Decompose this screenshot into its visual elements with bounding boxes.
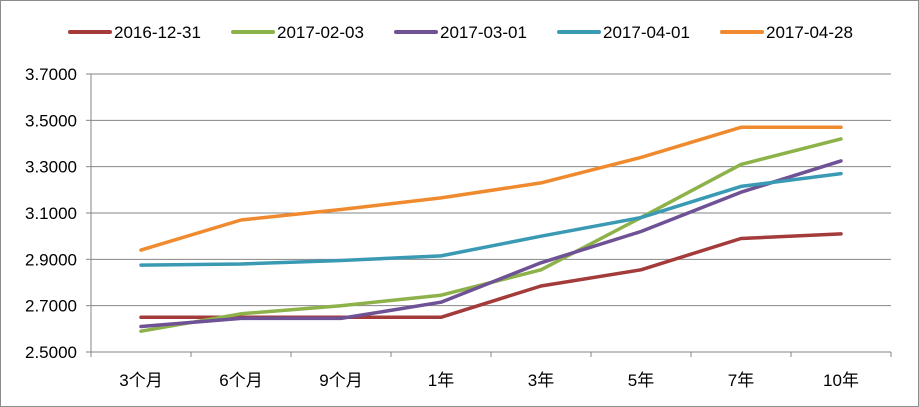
gridlines <box>91 73 891 307</box>
y-axis-tick-labels: 2.5000 2.7000 2.9000 3.1000 3.3000 3.5000 3.70… <box>25 65 77 362</box>
series-line <box>139 171 843 267</box>
data-point <box>539 234 543 238</box>
legend-label: 2017-04-01 <box>603 23 690 42</box>
data-point <box>339 208 343 212</box>
y-tick-label: 2.7000 <box>25 297 77 316</box>
data-point <box>539 181 543 185</box>
data-point <box>239 218 243 222</box>
data-point <box>439 315 443 319</box>
series-line <box>139 159 843 329</box>
x-tick-label: 9个月 <box>319 371 362 390</box>
series-line <box>139 125 843 252</box>
data-point <box>339 304 343 308</box>
data-point <box>139 248 143 252</box>
x-axis-tick-labels: 3个月 6个月 9个月 1年 3年 5年 7年 10年 <box>119 371 859 390</box>
data-point <box>439 196 443 200</box>
y-tick-label: 3.1000 <box>25 204 77 223</box>
data-point <box>839 125 843 129</box>
data-point <box>639 216 643 220</box>
series-lines <box>139 125 843 333</box>
data-point <box>839 137 843 141</box>
x-tick-label: 5年 <box>628 371 654 390</box>
data-point <box>339 316 343 320</box>
data-point <box>139 315 143 319</box>
y-tick-label: 3.5000 <box>25 111 77 130</box>
x-tick-label: 7年 <box>728 371 754 390</box>
data-point <box>139 325 143 329</box>
x-tick-label: 3个月 <box>119 371 162 390</box>
data-point <box>539 284 543 288</box>
legend-label: 2017-03-01 <box>440 23 527 42</box>
data-point <box>439 300 443 304</box>
data-point <box>639 268 643 272</box>
data-point <box>639 155 643 159</box>
data-point <box>439 293 443 297</box>
data-point <box>139 329 143 333</box>
y-tick-label: 2.9000 <box>25 250 77 269</box>
legend-label: 2017-04-28 <box>766 23 853 42</box>
x-tick-label: 10年 <box>823 371 859 390</box>
data-point <box>839 232 843 236</box>
data-point <box>839 159 843 163</box>
data-point <box>739 236 743 240</box>
data-point <box>839 172 843 176</box>
data-point <box>239 312 243 316</box>
y-tick-label: 2.5000 <box>25 343 77 362</box>
x-tick-label: 3年 <box>528 371 554 390</box>
data-point <box>539 268 543 272</box>
data-point <box>739 184 743 188</box>
data-point <box>239 262 243 266</box>
data-point <box>339 258 343 262</box>
data-point <box>439 254 443 258</box>
data-point <box>739 162 743 166</box>
x-tick-label: 6个月 <box>219 371 262 390</box>
data-point <box>639 230 643 234</box>
x-tick-label: 1年 <box>428 371 454 390</box>
data-point <box>739 190 743 194</box>
y-tick-label: 3.7000 <box>25 65 77 84</box>
data-point <box>239 316 243 320</box>
data-point <box>539 261 543 265</box>
legend-label: 2016-12-31 <box>114 23 201 42</box>
legend-label: 2017-02-03 <box>277 23 364 42</box>
y-tick-label: 3.3000 <box>25 158 77 177</box>
axes <box>86 73 892 357</box>
data-point <box>739 125 743 129</box>
legend: 2016-12-31 2017-02-03 2017-03-01 2017-04-01… <box>68 23 853 42</box>
data-point <box>139 263 143 267</box>
